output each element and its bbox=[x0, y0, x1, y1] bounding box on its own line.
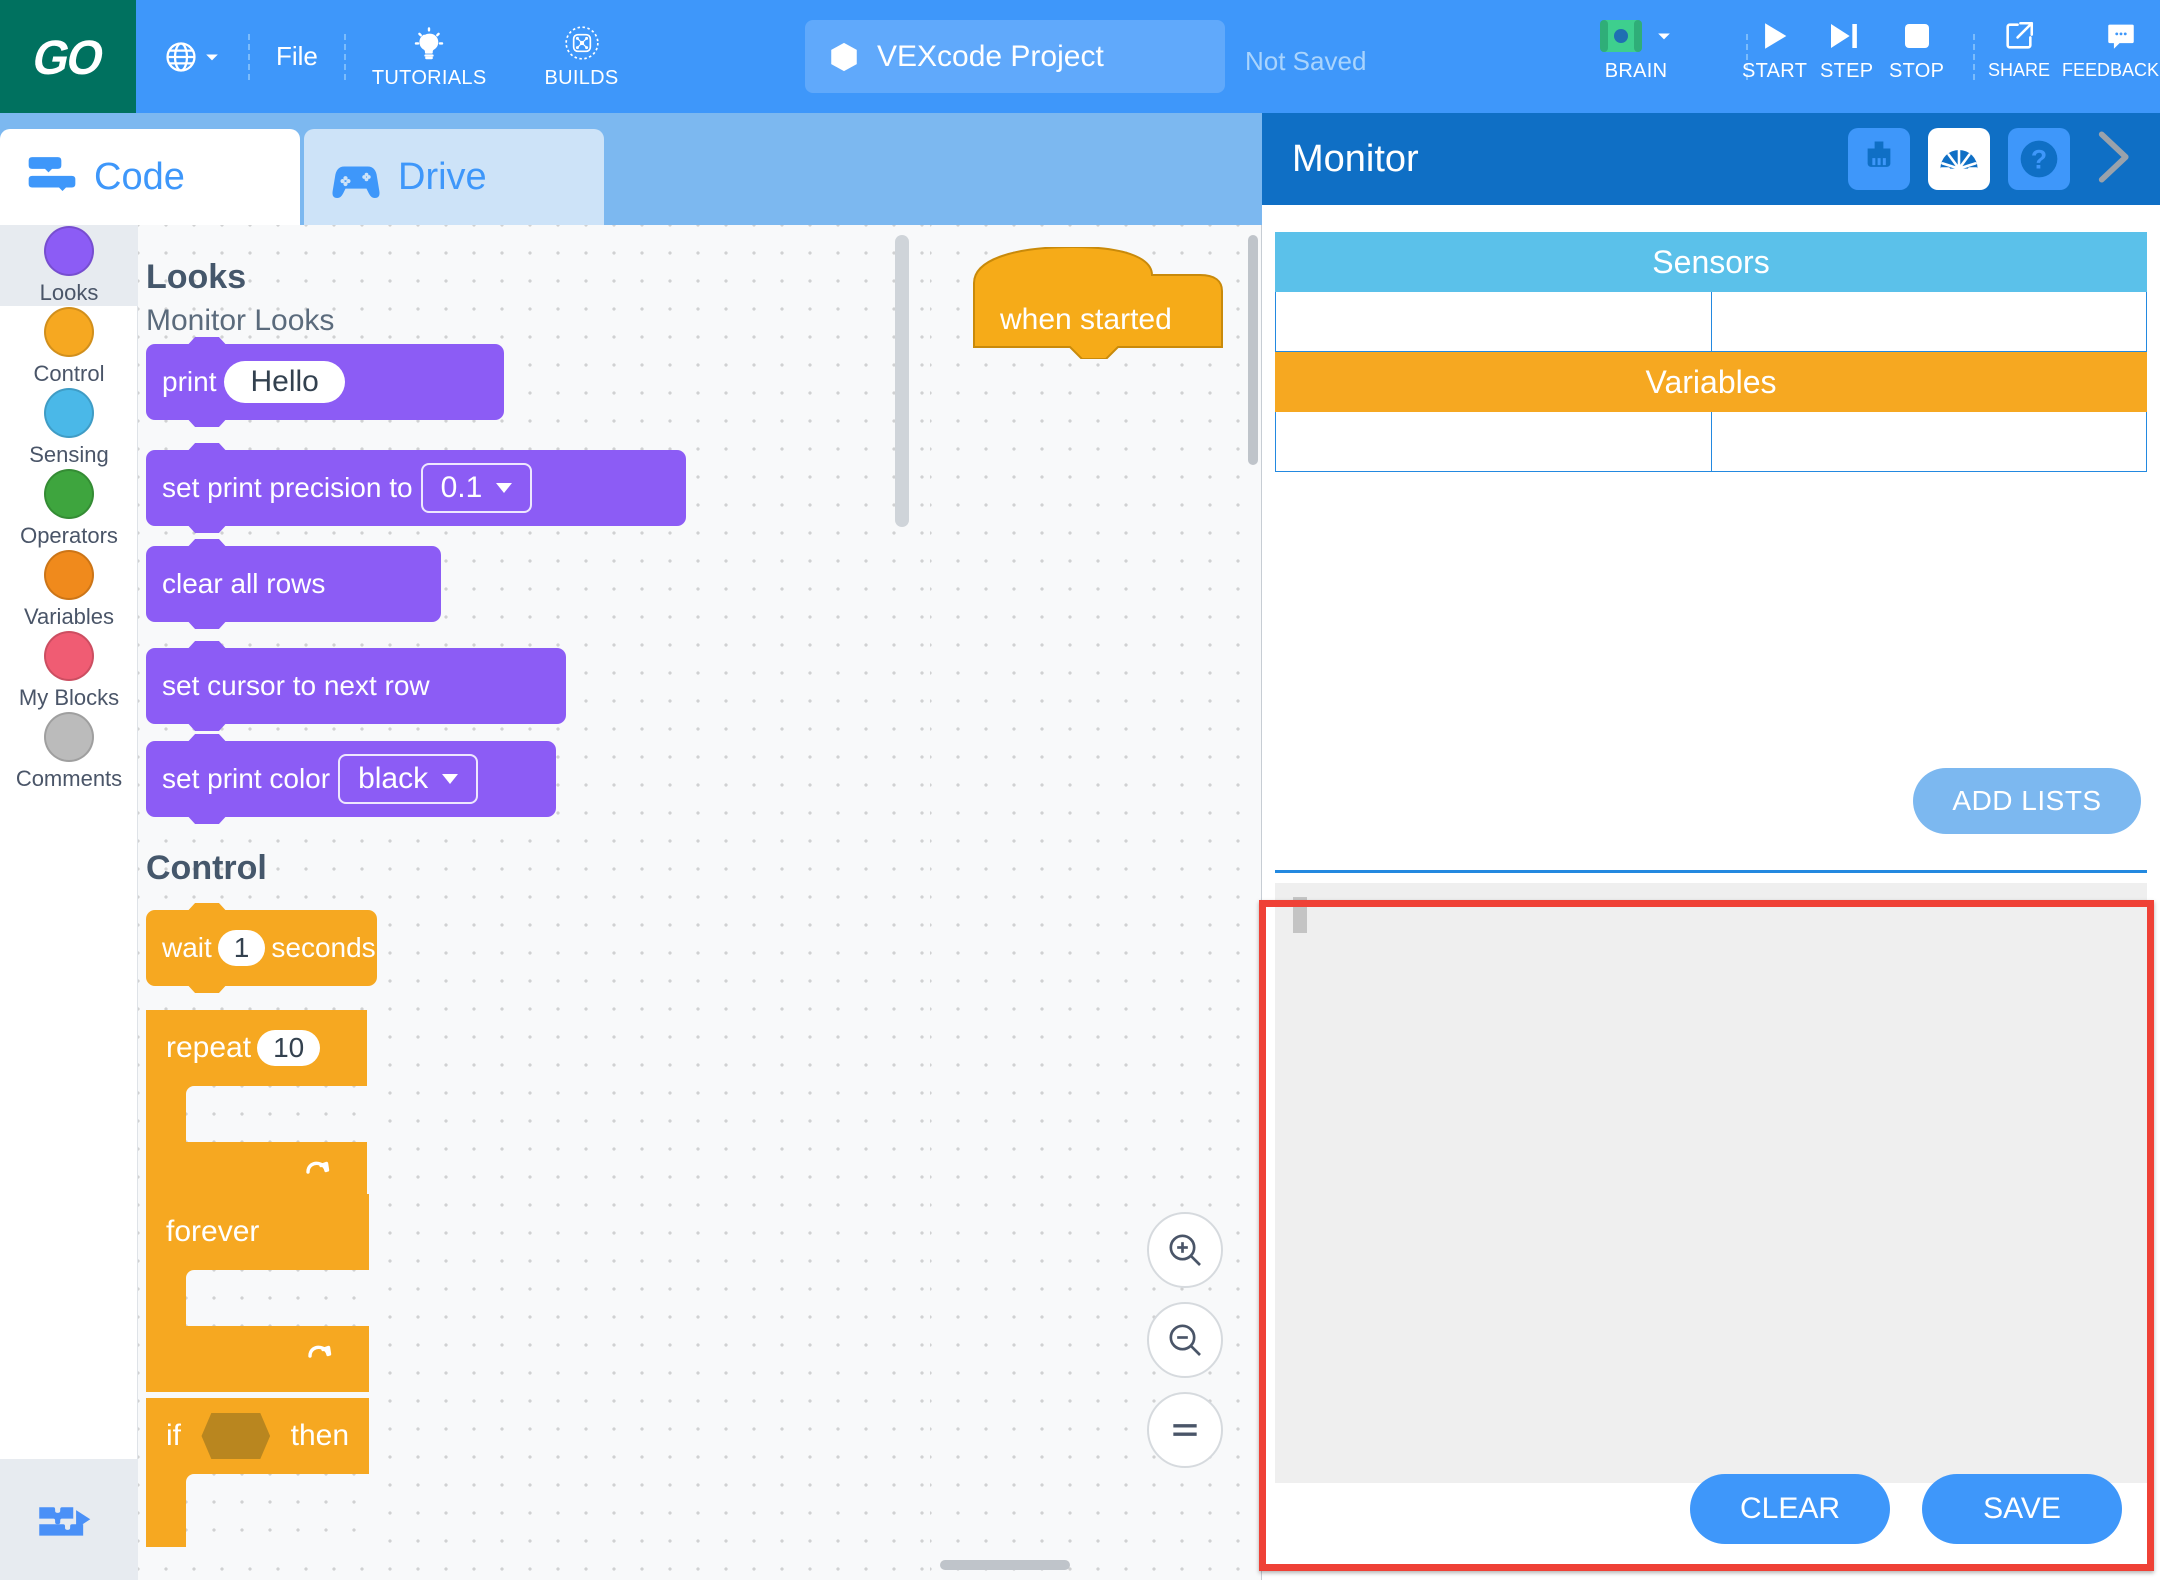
svg-text:?: ? bbox=[2031, 145, 2047, 175]
